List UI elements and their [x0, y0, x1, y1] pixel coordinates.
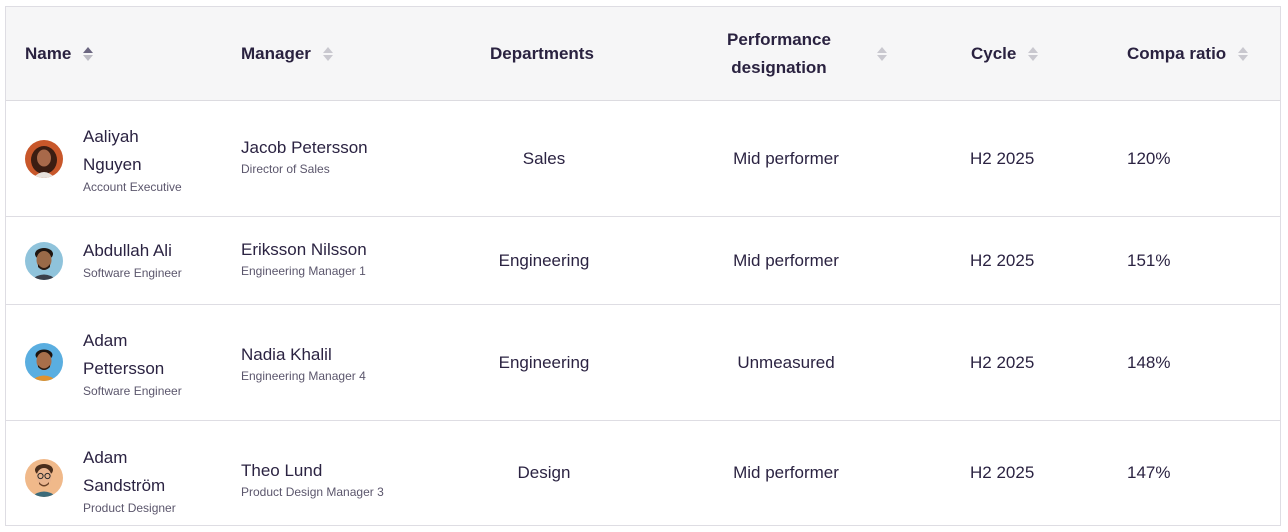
employee-name-line2: Sandström [83, 476, 166, 495]
manager-title: Director of Sales [241, 162, 330, 176]
cycle-cell: H2 2025 [970, 463, 1035, 482]
manager-title: Product Design Manager 3 [241, 485, 384, 499]
table-row[interactable]: Adam Pettersson Software Engineer Nadia … [6, 305, 1280, 421]
manager-info: Theo Lund Product Design Manager 3 [241, 459, 384, 500]
table-row[interactable]: Adam Sandström Product Designer Theo Lun… [6, 421, 1280, 525]
column-header-manager[interactable]: Manager [241, 7, 333, 101]
manager-title: Engineering Manager 4 [241, 369, 366, 383]
department-cell: Design [517, 463, 571, 482]
column-header-compa-ratio[interactable]: Compa ratio [1127, 7, 1249, 101]
sort-ascending-icon[interactable] [83, 45, 94, 63]
sort-icon[interactable] [877, 45, 887, 63]
column-header-manager-label: Manager [241, 44, 311, 63]
avatar [25, 343, 63, 381]
employee-name-line1: Abdullah Ali [83, 241, 172, 260]
employee-name-line1: Aaliyah [83, 127, 139, 146]
employee-info: Adam Pettersson Software Engineer [83, 327, 213, 399]
employee-title: Account Executive [83, 180, 182, 194]
sort-icon[interactable] [1238, 45, 1249, 63]
employee-info: Abdullah Ali Software Engineer [83, 237, 213, 281]
manager-title: Engineering Manager 1 [241, 264, 366, 278]
column-header-performance-label: Performance designation [711, 26, 847, 82]
compa-ratio-cell: 151% [1127, 250, 1171, 270]
column-header-cycle[interactable]: Cycle [971, 7, 1039, 101]
column-header-name[interactable]: Name [25, 7, 94, 101]
cycle-cell: H2 2025 [970, 250, 1035, 270]
manager-name: Eriksson Nilsson [241, 240, 367, 259]
employee-name-line2: Nguyen [83, 155, 142, 174]
compa-ratio-cell: 148% [1127, 352, 1171, 372]
column-header-name-label: Name [25, 44, 72, 63]
avatar [25, 140, 63, 178]
column-header-performance-line2: designation [731, 58, 827, 77]
table-header: Name Manager Departments Performance des… [6, 7, 1280, 101]
avatar [25, 459, 63, 497]
column-header-performance[interactable]: Performance designation [711, 7, 907, 101]
manager-name: Theo Lund [241, 461, 323, 480]
compa-ratio-cell: 147% [1127, 463, 1171, 482]
performance-cell: Mid performer [733, 148, 839, 168]
manager-name: Jacob Petersson [241, 138, 368, 157]
employee-title: Software Engineer [83, 384, 182, 398]
sort-icon[interactable] [322, 45, 333, 63]
manager-info: Nadia Khalil Engineering Manager 4 [241, 343, 366, 384]
employee-title: Product Designer [83, 501, 176, 515]
manager-info: Eriksson Nilsson Engineering Manager 1 [241, 238, 367, 279]
employee-table: Name Manager Departments Performance des… [5, 6, 1281, 526]
avatar-photo-icon [25, 140, 63, 178]
employee-info: Adam Sandström Product Designer [83, 444, 213, 516]
manager-info: Jacob Petersson Director of Sales [241, 136, 368, 177]
employee-info: Aaliyah Nguyen Account Executive [83, 123, 213, 195]
avatar-photo-icon [25, 459, 63, 497]
department-cell: Engineering [498, 250, 590, 270]
column-header-departments-label: Departments [490, 44, 594, 63]
column-header-departments: Departments [490, 7, 594, 101]
department-cell: Engineering [498, 352, 590, 372]
column-header-performance-line1: Performance [727, 30, 831, 49]
employee-title: Software Engineer [83, 266, 182, 280]
table-row[interactable]: Aaliyah Nguyen Account Executive Jacob P… [6, 101, 1280, 217]
employee-name-line1: Adam [83, 448, 128, 467]
avatar-photo-icon [25, 343, 63, 381]
avatar [25, 242, 63, 280]
employee-name-line2: Pettersson [83, 359, 165, 378]
avatar-photo-icon [25, 242, 63, 280]
compa-ratio-cell: 120% [1127, 148, 1171, 168]
table-row[interactable]: Abdullah Ali Software Engineer Eriksson … [6, 217, 1280, 305]
column-header-compa-ratio-label: Compa ratio [1127, 44, 1227, 63]
employee-name-line1: Adam [83, 331, 128, 350]
cycle-cell: H2 2025 [970, 352, 1035, 372]
department-cell: Sales [522, 148, 566, 168]
performance-cell: Mid performer [733, 250, 839, 270]
cycle-cell: H2 2025 [970, 148, 1035, 168]
column-header-cycle-label: Cycle [971, 44, 1017, 63]
manager-name: Nadia Khalil [241, 345, 332, 364]
performance-cell: Mid performer [733, 463, 839, 482]
performance-cell: Unmeasured [737, 352, 835, 372]
sort-icon[interactable] [1028, 45, 1039, 63]
